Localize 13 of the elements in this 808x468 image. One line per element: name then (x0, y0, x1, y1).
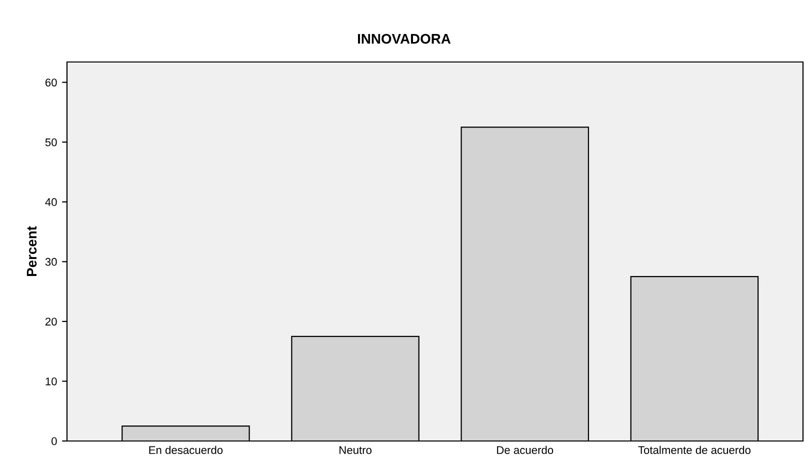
y-tick-label: 30 (45, 258, 57, 266)
y-tick-label: 60 (45, 78, 57, 86)
y-tick-label: 10 (46, 377, 57, 386)
x-tick-label: Neutro (340, 446, 372, 454)
x-tick-label: Totalmente de acuerdo (638, 446, 751, 454)
y-axis-title: Percent (26, 226, 37, 276)
y-tick-label: 50 (45, 138, 57, 146)
x-tick-label: En desacuerdo (149, 446, 223, 454)
y-tick-label: 20 (45, 318, 57, 326)
x-tick-label: De acuerdo (497, 446, 554, 454)
chart-title: INNOVADORA (358, 34, 451, 44)
y-tick-label: 40 (45, 198, 57, 206)
y-tick-label: 0 (52, 437, 57, 446)
